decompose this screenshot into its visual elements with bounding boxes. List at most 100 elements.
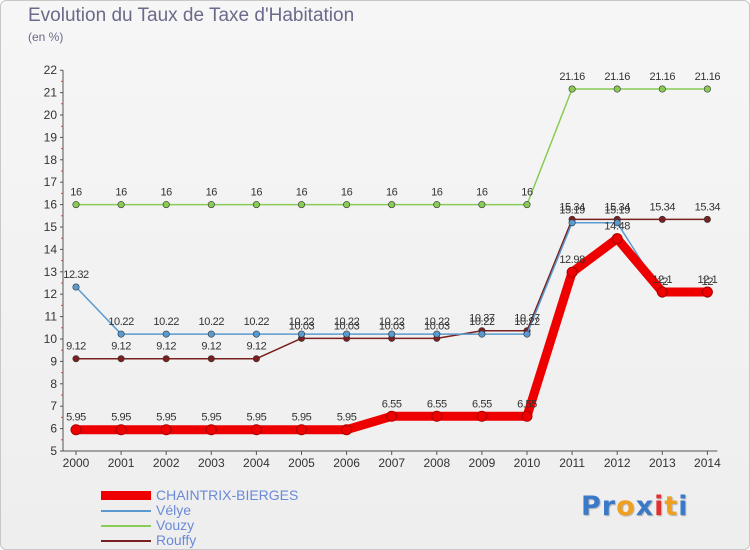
- data-label-0: 12.98: [559, 254, 585, 266]
- data-label-0: 5.95: [111, 412, 131, 424]
- data-label-0: 5.95: [201, 412, 221, 424]
- y-tick-label: 12: [44, 287, 58, 301]
- x-tick-label: 2000: [63, 456, 90, 470]
- legend-swatch-rouffy: [101, 533, 151, 548]
- data-label-0: 6.55: [382, 398, 402, 410]
- logo-letter: t: [664, 491, 679, 522]
- data-label-0: 14.48: [604, 221, 630, 233]
- data-label-1: 15.19: [604, 205, 630, 217]
- series-point-0: [611, 233, 623, 245]
- series-point-1: [478, 330, 486, 338]
- data-label-0: 6.55: [427, 398, 447, 410]
- data-label-2: 16: [251, 187, 263, 199]
- legend-label-rouffy: Rouffy: [156, 532, 197, 548]
- x-tick-label: 2002: [153, 456, 180, 470]
- data-label-2: 21.16: [559, 71, 585, 83]
- data-label-3: 15.34: [604, 201, 630, 213]
- x-tick-label: 2005: [288, 456, 315, 470]
- data-label-0: 12.1: [697, 274, 717, 286]
- data-label-3: 10.37: [469, 313, 495, 325]
- series-point-2: [568, 85, 576, 93]
- series-point-2: [658, 85, 666, 93]
- y-tick-label: 20: [44, 108, 58, 122]
- series-point-0: [521, 410, 533, 422]
- data-label-2: 16: [476, 187, 488, 199]
- data-label-1: 12.32: [63, 269, 89, 281]
- data-label-2: 16: [206, 187, 218, 199]
- series-point-1: [72, 283, 80, 291]
- x-tick-label: 2009: [469, 456, 496, 470]
- series-point-1: [433, 330, 441, 338]
- data-label-1: 10.22: [108, 316, 134, 328]
- legend-swatch-velye: [101, 503, 151, 518]
- logo-letter: r: [601, 491, 617, 522]
- series-point-2: [72, 201, 80, 209]
- y-tick-label: 22: [44, 63, 58, 77]
- data-label-2: 16: [160, 187, 172, 199]
- series-point-1: [613, 219, 621, 227]
- data-label-3: 9.12: [66, 341, 86, 353]
- series-point-2: [388, 201, 396, 209]
- data-label-3: 9.12: [111, 341, 131, 353]
- y-tick-label: 8: [50, 377, 57, 391]
- chart-title: Evolution du Taux de Taxe d'Habitation: [28, 5, 355, 26]
- data-label-2: 21.16: [650, 71, 676, 83]
- logo-letter: o: [616, 491, 636, 522]
- y-tick-label: 6: [50, 422, 57, 436]
- data-label-3: 9.12: [246, 341, 266, 353]
- series-point-1: [523, 330, 531, 338]
- y-tick-label: 13: [44, 265, 58, 279]
- data-label-0: 5.95: [337, 412, 357, 424]
- data-label-1: 10.22: [469, 316, 495, 328]
- series-point-2: [478, 201, 486, 209]
- series-point-3: [72, 355, 80, 363]
- data-label-2: 16: [70, 187, 82, 199]
- y-tick-label: 10: [44, 332, 58, 346]
- x-tick-label: 2010: [514, 456, 541, 470]
- legend-swatch-vouzy: [101, 518, 151, 533]
- series-point-1: [297, 330, 305, 338]
- data-label-1: 10.22: [199, 316, 225, 328]
- series-point-3: [117, 355, 125, 363]
- x-tick-label: 2012: [604, 456, 631, 470]
- x-tick-label: 2003: [198, 456, 225, 470]
- series-point-0: [656, 286, 668, 298]
- data-label-1: 10.22: [289, 316, 315, 328]
- data-label-0: 5.95: [156, 412, 176, 424]
- y-tick-label: 7: [50, 399, 57, 413]
- x-tick-label: 2006: [333, 456, 360, 470]
- series-point-2: [252, 201, 260, 209]
- series-point-3: [252, 355, 260, 363]
- series-point-3: [207, 355, 215, 363]
- data-label-3: 9.12: [201, 341, 221, 353]
- series-point-1: [252, 330, 260, 338]
- series-point-0: [341, 424, 353, 436]
- data-label-2: 21.16: [604, 71, 630, 83]
- series-point-0: [70, 424, 82, 436]
- series-point-2: [207, 201, 215, 209]
- data-label-2: 16: [115, 187, 127, 199]
- series-point-1: [343, 330, 351, 338]
- data-label-0: 5.95: [246, 412, 266, 424]
- series-point-3: [658, 215, 666, 223]
- series-point-2: [117, 201, 125, 209]
- series-point-3: [703, 215, 711, 223]
- data-label-1: 10.22: [153, 316, 179, 328]
- legend-label-chaintrix-bierges: CHAINTRIX-BIERGES: [156, 487, 299, 503]
- data-label-3: 10.03: [289, 320, 315, 332]
- series-point-0: [205, 424, 217, 436]
- series-point-3: [162, 355, 170, 363]
- data-label-2: 21.16: [695, 71, 721, 83]
- series-point-2: [297, 201, 305, 209]
- data-label-0: 6.55: [517, 398, 537, 410]
- data-label-3: 10.03: [424, 320, 450, 332]
- series-point-2: [613, 85, 621, 93]
- y-tick-label: 5: [50, 444, 57, 458]
- x-tick-label: 2008: [423, 456, 450, 470]
- x-tick-label: 2014: [694, 456, 721, 470]
- data-label-2: 16: [296, 187, 308, 199]
- y-tick-label: 14: [44, 242, 58, 256]
- series-point-2: [343, 201, 351, 209]
